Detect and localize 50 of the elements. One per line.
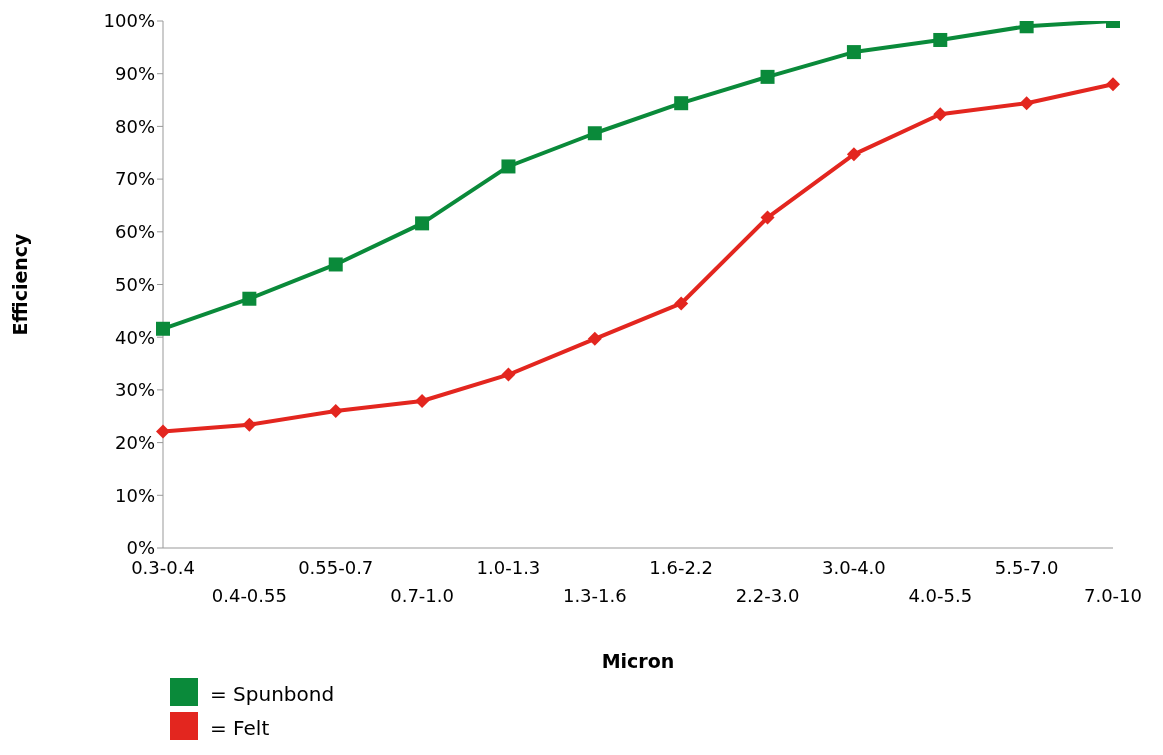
x-tick-label: 1.0-1.3 <box>476 557 541 578</box>
point <box>501 159 516 174</box>
x-tick-label: 4.0-5.5 <box>908 585 973 606</box>
x-tick-label: 2.2-3.0 <box>735 585 800 606</box>
x-tick-label: 0.4-0.55 <box>211 585 287 606</box>
x-tick-label: 5.5-7.0 <box>994 557 1059 578</box>
x-tick-label: 0.3-0.4 <box>131 557 195 578</box>
point <box>1019 21 1034 34</box>
point <box>674 296 689 311</box>
y-tick-label: 80% <box>114 115 155 137</box>
point <box>846 147 861 162</box>
y-tick-label: 50% <box>114 273 155 295</box>
point <box>1019 96 1034 111</box>
point <box>674 96 689 111</box>
x-tick-label: 0.7-1.0 <box>390 585 454 606</box>
y-tick-label: 10% <box>114 484 155 506</box>
point <box>846 45 861 60</box>
point <box>760 69 775 84</box>
x-tick-label: 7.0-10 <box>1083 585 1143 606</box>
point <box>415 216 430 231</box>
y-tick-label: 100% <box>103 10 155 32</box>
y-tick-label: 20% <box>114 431 155 453</box>
point <box>156 424 170 439</box>
y-tick-label: 60% <box>114 221 155 243</box>
point <box>760 210 775 225</box>
point <box>587 126 602 141</box>
x-tick-label: 0.55-0.7 <box>298 557 374 578</box>
y-tick-label: 70% <box>114 168 155 190</box>
point <box>415 393 430 408</box>
point <box>587 331 602 346</box>
y-tick-label: 30% <box>114 379 155 401</box>
point <box>933 107 948 122</box>
x-tick-label: 1.3-1.6 <box>562 585 627 606</box>
point <box>933 32 948 47</box>
point <box>242 417 257 432</box>
point <box>328 403 343 418</box>
x-tick-label: 3.0-4.0 <box>822 557 886 578</box>
point <box>1106 77 1120 92</box>
y-tick-label: 0% <box>126 537 155 559</box>
point <box>328 257 343 272</box>
y-tick-label: 40% <box>114 326 155 348</box>
legend-label: = Felt <box>210 716 270 740</box>
y-axis-title: Efficiency <box>8 232 31 336</box>
legend-label: = Spunbond <box>210 682 335 706</box>
x-axis-title: Micron <box>601 650 675 672</box>
point <box>501 367 516 382</box>
y-tick-label: 90% <box>114 63 155 85</box>
x-tick-label: 1.6-2.2 <box>649 557 714 578</box>
point <box>242 291 257 306</box>
point <box>156 321 170 336</box>
